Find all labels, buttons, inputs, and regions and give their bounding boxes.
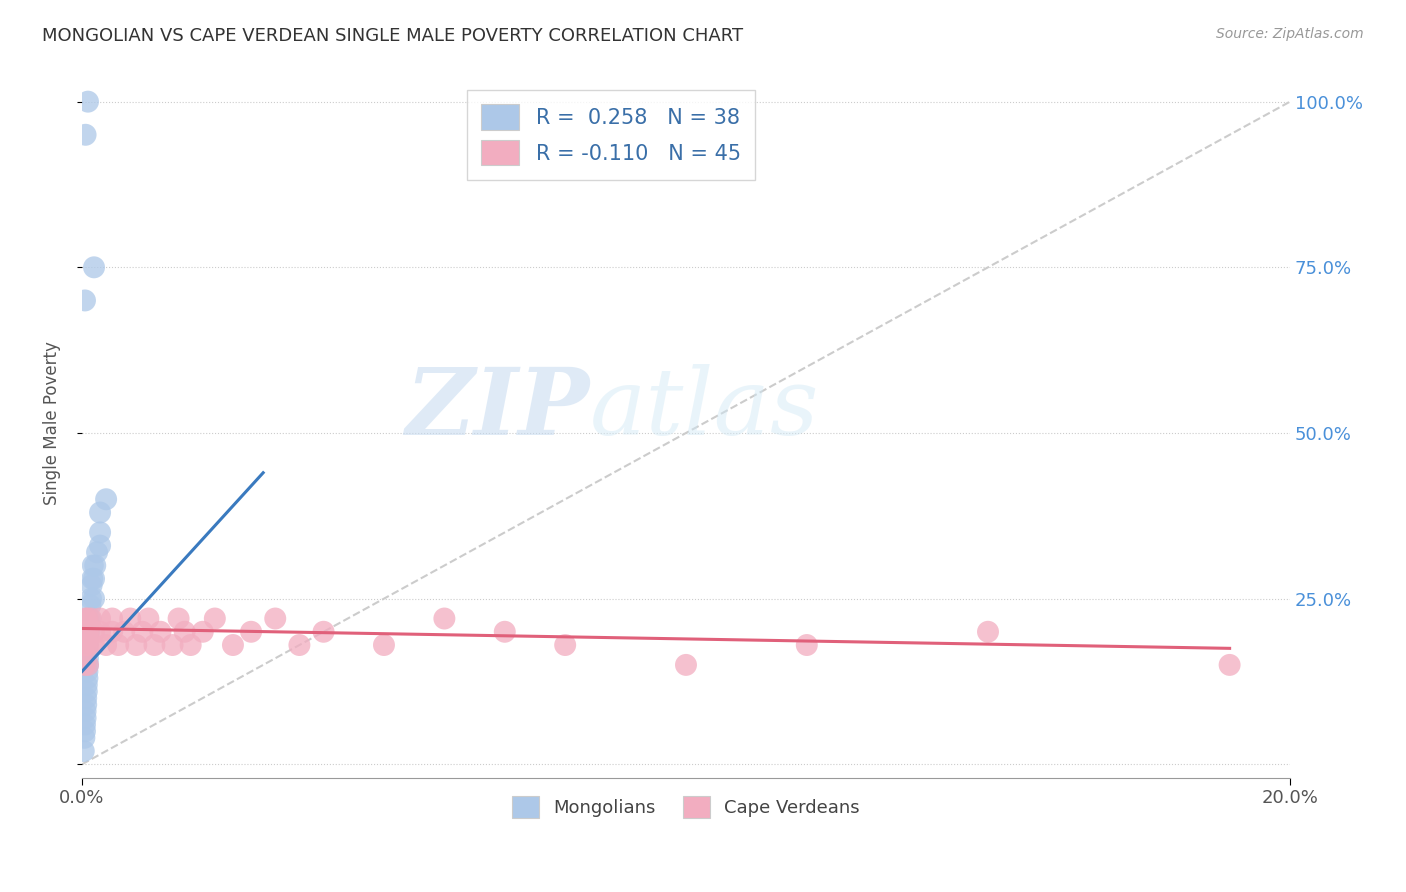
Text: Source: ZipAtlas.com: Source: ZipAtlas.com: [1216, 27, 1364, 41]
Point: [79, 599, 101, 613]
Point: [796, 638, 818, 652]
Point: [131, 624, 153, 639]
Point: [191, 624, 214, 639]
Point: [138, 611, 160, 625]
Point: [75, 611, 97, 625]
Point: [75, 711, 97, 725]
Point: [89, 506, 111, 520]
Point: [204, 611, 226, 625]
Point: [77, 645, 100, 659]
Point: [77, 638, 100, 652]
Point: [76, 665, 98, 679]
Point: [80, 611, 103, 625]
Point: [76, 671, 98, 685]
Point: [84, 558, 107, 573]
Point: [75, 128, 97, 142]
Point: [373, 638, 395, 652]
Point: [77, 657, 100, 672]
Point: [73, 744, 96, 758]
Point: [75, 698, 97, 712]
Point: [101, 624, 124, 639]
Point: [94, 638, 117, 652]
Point: [77, 624, 100, 639]
Point: [125, 638, 148, 652]
Point: [73, 731, 96, 745]
Point: [83, 638, 105, 652]
Point: [264, 611, 287, 625]
Point: [73, 293, 96, 308]
Point: [112, 624, 135, 639]
Point: [77, 624, 100, 639]
Point: [82, 572, 104, 586]
Point: [77, 638, 100, 652]
Point: [77, 632, 100, 646]
Point: [89, 525, 111, 540]
Point: [73, 724, 96, 739]
Point: [86, 545, 108, 559]
Point: [120, 611, 142, 625]
Point: [80, 578, 103, 592]
Point: [977, 624, 1000, 639]
Point: [77, 657, 100, 672]
Point: [162, 638, 184, 652]
Point: [675, 657, 697, 672]
Point: [222, 638, 245, 652]
Point: [83, 591, 105, 606]
Point: [77, 624, 100, 639]
Point: [73, 717, 96, 731]
Point: [80, 591, 103, 606]
Point: [76, 624, 98, 639]
Point: [77, 95, 100, 109]
Point: [1219, 657, 1241, 672]
Point: [73, 638, 96, 652]
Point: [75, 704, 97, 718]
Point: [76, 684, 98, 698]
Point: [89, 611, 111, 625]
Point: [167, 611, 190, 625]
Text: atlas: atlas: [589, 364, 818, 454]
Point: [288, 638, 311, 652]
Point: [94, 492, 117, 507]
Point: [75, 691, 97, 706]
Point: [554, 638, 576, 652]
Point: [77, 611, 100, 625]
Y-axis label: Single Male Poverty: Single Male Poverty: [44, 341, 60, 505]
Point: [89, 539, 111, 553]
Point: [79, 611, 101, 625]
Point: [494, 624, 516, 639]
Point: [173, 624, 195, 639]
Point: [101, 611, 124, 625]
Point: [75, 638, 97, 652]
Point: [76, 678, 98, 692]
Point: [240, 624, 263, 639]
Legend: Mongolians, Cape Verdeans: Mongolians, Cape Verdeans: [505, 789, 868, 825]
Point: [180, 638, 202, 652]
Point: [83, 624, 105, 639]
Point: [83, 260, 105, 275]
Point: [73, 657, 96, 672]
Point: [77, 651, 100, 665]
Text: MONGOLIAN VS CAPE VERDEAN SINGLE MALE POVERTY CORRELATION CHART: MONGOLIAN VS CAPE VERDEAN SINGLE MALE PO…: [42, 27, 744, 45]
Text: ZIP: ZIP: [405, 364, 589, 454]
Point: [73, 624, 96, 639]
Point: [149, 624, 172, 639]
Point: [107, 638, 129, 652]
Point: [82, 558, 104, 573]
Point: [76, 611, 98, 625]
Point: [312, 624, 335, 639]
Point: [89, 624, 111, 639]
Point: [83, 572, 105, 586]
Point: [433, 611, 456, 625]
Point: [143, 638, 166, 652]
